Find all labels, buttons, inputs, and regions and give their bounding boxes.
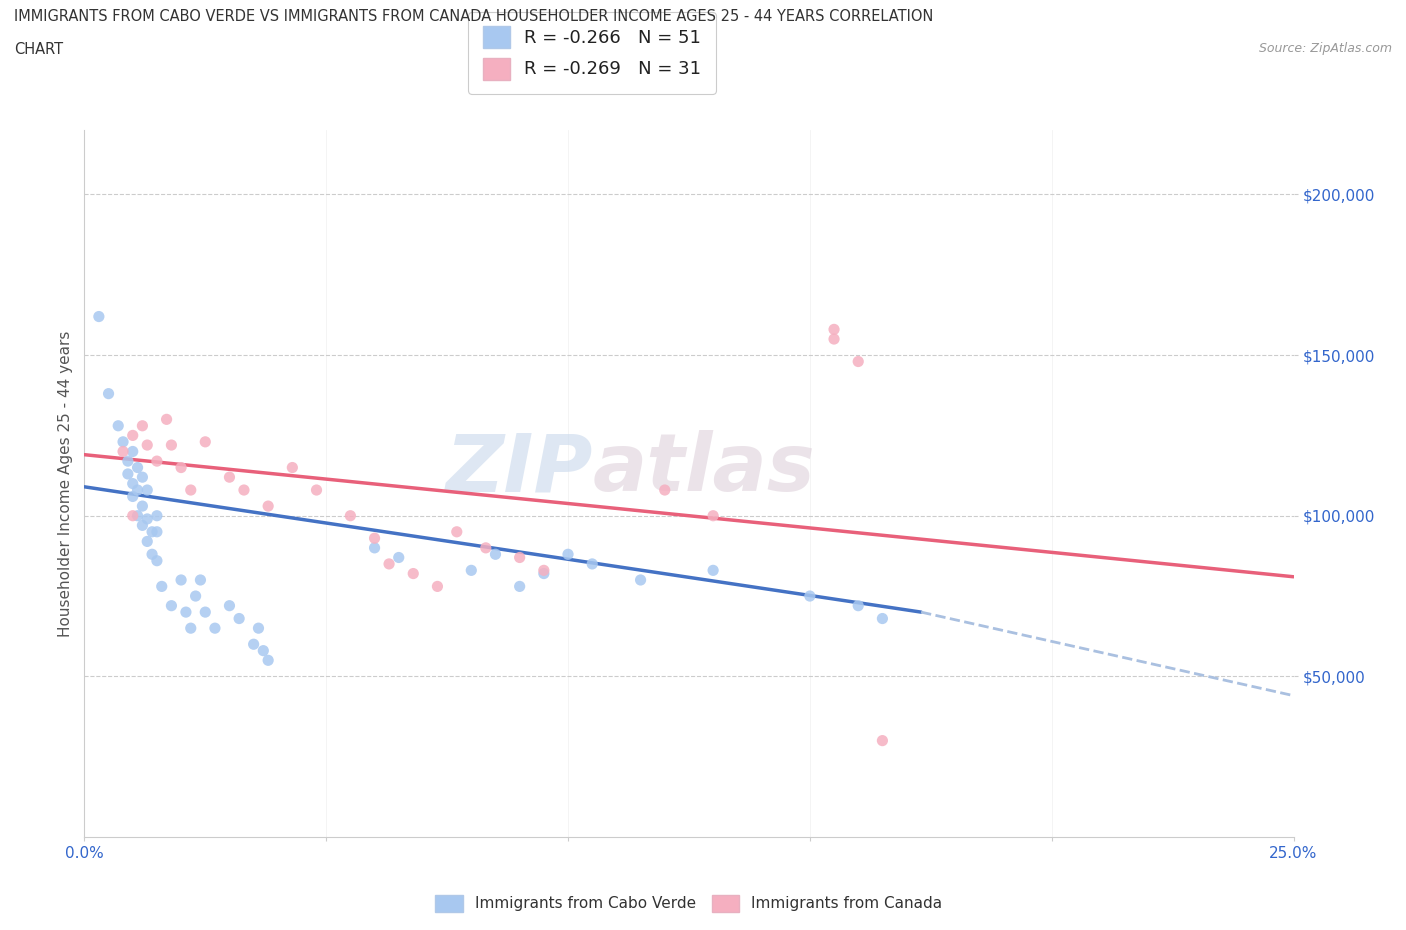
Text: atlas: atlas — [592, 431, 815, 509]
Point — [121, 428, 143, 443]
Point — [204, 620, 226, 635]
Point — [557, 547, 579, 562]
Point — [247, 620, 270, 635]
Point — [823, 332, 845, 347]
Point — [252, 644, 274, 658]
Point — [146, 454, 169, 469]
Point — [127, 509, 149, 524]
Point — [242, 637, 264, 652]
Point — [87, 309, 110, 324]
Point — [131, 518, 153, 533]
Text: CHART: CHART — [14, 42, 63, 57]
Point — [131, 498, 153, 513]
Point — [378, 556, 401, 571]
Point — [509, 550, 531, 565]
Point — [170, 460, 193, 475]
Point — [654, 483, 676, 498]
Point — [426, 579, 449, 594]
Point — [127, 460, 149, 475]
Point — [146, 525, 169, 539]
Point — [702, 509, 724, 524]
Point — [257, 498, 280, 513]
Point — [155, 412, 177, 427]
Point — [509, 579, 531, 594]
Legend: R = -0.266   N = 51, R = -0.269   N = 31: R = -0.266 N = 51, R = -0.269 N = 31 — [468, 12, 716, 94]
Point — [150, 579, 173, 594]
Point — [872, 611, 894, 626]
Point — [121, 476, 143, 491]
Point — [460, 563, 482, 578]
Point — [136, 512, 159, 526]
Point — [228, 611, 250, 626]
Point — [823, 322, 845, 337]
Point — [112, 434, 135, 449]
Point — [194, 434, 217, 449]
Point — [136, 483, 159, 498]
Point — [146, 553, 169, 568]
Text: Source: ZipAtlas.com: Source: ZipAtlas.com — [1258, 42, 1392, 55]
Point — [799, 589, 821, 604]
Point — [846, 598, 869, 613]
Legend: Immigrants from Cabo Verde, Immigrants from Canada: Immigrants from Cabo Verde, Immigrants f… — [429, 889, 949, 918]
Point — [484, 547, 506, 562]
Point — [402, 566, 425, 581]
Y-axis label: Householder Income Ages 25 - 44 years: Householder Income Ages 25 - 44 years — [58, 330, 73, 637]
Point — [190, 573, 212, 588]
Point — [194, 604, 217, 619]
Point — [136, 534, 159, 549]
Point — [136, 438, 159, 453]
Point — [146, 509, 169, 524]
Point — [107, 418, 129, 433]
Point — [97, 386, 120, 401]
Point — [141, 547, 163, 562]
Point — [233, 483, 256, 498]
Point — [117, 454, 139, 469]
Point — [121, 489, 143, 504]
Point — [388, 550, 411, 565]
Point — [305, 483, 328, 498]
Point — [218, 598, 240, 613]
Point — [446, 525, 468, 539]
Point — [131, 470, 153, 485]
Point — [630, 573, 652, 588]
Point — [174, 604, 197, 619]
Point — [363, 531, 385, 546]
Point — [257, 653, 280, 668]
Point — [180, 483, 202, 498]
Point — [702, 563, 724, 578]
Point — [475, 540, 498, 555]
Point — [131, 418, 153, 433]
Point — [184, 589, 207, 604]
Point — [121, 509, 143, 524]
Point — [127, 483, 149, 498]
Point — [160, 438, 183, 453]
Point — [872, 733, 894, 748]
Text: IMMIGRANTS FROM CABO VERDE VS IMMIGRANTS FROM CANADA HOUSEHOLDER INCOME AGES 25 : IMMIGRANTS FROM CABO VERDE VS IMMIGRANTS… — [14, 9, 934, 24]
Point — [581, 556, 603, 571]
Point — [170, 573, 193, 588]
Point — [339, 509, 361, 524]
Point — [846, 354, 869, 369]
Point — [533, 566, 555, 581]
Point — [180, 620, 202, 635]
Text: ZIP: ZIP — [444, 431, 592, 509]
Point — [363, 540, 385, 555]
Point — [533, 563, 555, 578]
Point — [160, 598, 183, 613]
Point — [281, 460, 304, 475]
Point — [112, 444, 135, 458]
Point — [218, 470, 240, 485]
Point — [121, 444, 143, 458]
Point — [117, 467, 139, 482]
Point — [141, 525, 163, 539]
